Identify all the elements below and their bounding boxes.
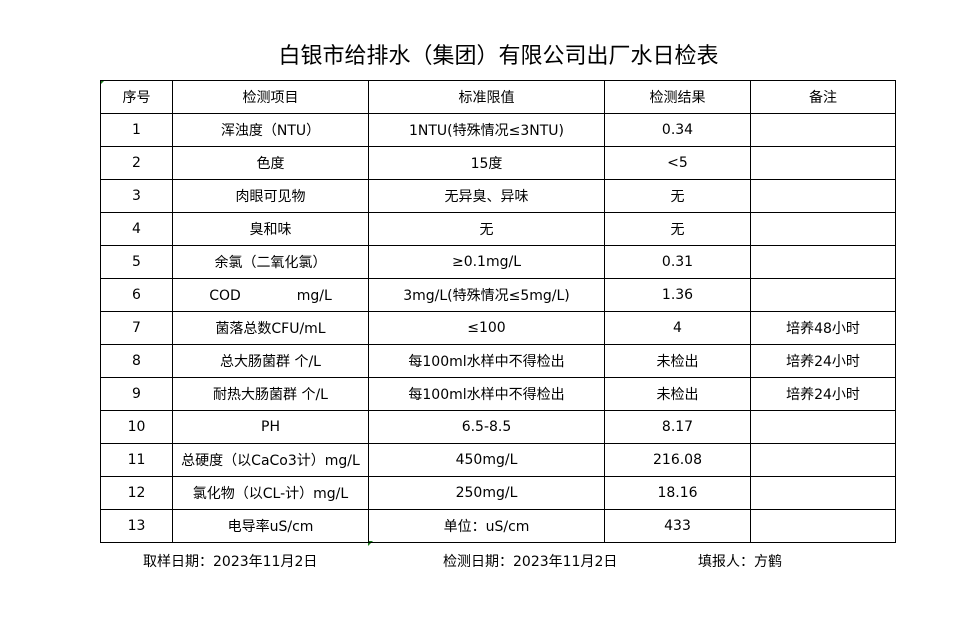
table-cell[interactable]: 5 [100, 245, 173, 279]
table-cell[interactable]: 色度 [172, 146, 369, 180]
table-cell[interactable] [750, 278, 896, 312]
table-cell[interactable]: 2 [100, 146, 173, 180]
header-cell[interactable]: 序号 [100, 80, 173, 114]
table-cell[interactable]: 0.31 [604, 245, 751, 279]
header-cell[interactable]: 备注 [750, 80, 896, 114]
table-cell[interactable]: 浑浊度（NTU） [172, 113, 369, 147]
table-cell[interactable] [750, 509, 896, 543]
table-cell[interactable]: 1NTU(特殊情况≤3NTU) [368, 113, 605, 147]
cell-marker [368, 541, 373, 546]
table-cell[interactable]: 433 [604, 509, 751, 543]
header-cell[interactable]: 标准限值 [368, 80, 605, 114]
reporter: 填报人：方鹤 [698, 554, 782, 570]
table-row: 9 耐热大肠菌群 个/L 每100ml水样中不得检出 未检出 培养24小时 [100, 377, 896, 411]
table-cell[interactable] [750, 476, 896, 510]
inspection-table: 序号 检测项目 标准限值 检测结果 备注 1 浑浊度（NTU） 1NTU(特殊情况≤… [100, 80, 896, 543]
table-cell[interactable] [750, 212, 896, 246]
table-cell[interactable] [750, 113, 896, 147]
table-cell[interactable]: 未检出 [604, 377, 751, 411]
table-cell[interactable]: COD mg/L [172, 278, 369, 312]
table-cell[interactable]: 无 [604, 212, 751, 246]
table-cell[interactable]: 3 [100, 179, 173, 213]
table-cell[interactable] [750, 179, 896, 213]
table-cell[interactable]: 总大肠菌群 个/L [172, 344, 369, 378]
table-row: 12 氯化物（以CL-计）mg/L 250mg/L 18.16 [100, 476, 896, 510]
table-cell[interactable]: 氯化物（以CL-计）mg/L [172, 476, 369, 510]
table-cell[interactable]: 余氯（二氧化氯） [172, 245, 369, 279]
table-cell[interactable]: 18.16 [604, 476, 751, 510]
header-cell[interactable]: 检测结果 [604, 80, 751, 114]
table-row: 8 总大肠菌群 个/L 每100ml水样中不得检出 未检出 培养24小时 [100, 344, 896, 378]
table-cell[interactable]: PH [172, 410, 369, 444]
header-cell[interactable]: 检测项目 [172, 80, 369, 114]
table-cell[interactable]: 培养24小时 [750, 344, 896, 378]
table-cell[interactable]: 9 [100, 377, 173, 411]
table-cell[interactable]: 216.08 [604, 443, 751, 477]
test-date: 检测日期：2023年11月2日 [443, 554, 618, 570]
table-cell[interactable]: ≤100 [368, 311, 605, 345]
table-cell[interactable]: 单位：uS/cm [368, 509, 605, 543]
table-cell[interactable]: 3mg/L(特殊情况≤5mg/L) [368, 278, 605, 312]
table-cell[interactable] [750, 146, 896, 180]
table-row: 13 电导率uS/cm 单位：uS/cm 433 [100, 509, 896, 543]
table-cell[interactable]: 每100ml水样中不得检出 [368, 377, 605, 411]
table-cell[interactable]: 肉眼可见物 [172, 179, 369, 213]
table-cell[interactable]: 培养24小时 [750, 377, 896, 411]
table-row: 10 PH 6.5-8.5 8.17 [100, 410, 896, 444]
table-cell[interactable]: 菌落总数CFU/mL [172, 311, 369, 345]
table-cell[interactable]: 1 [100, 113, 173, 147]
table-cell[interactable]: 耐热大肠菌群 个/L [172, 377, 369, 411]
table-row: 2 色度 15度 <5 [100, 146, 896, 180]
table-cell[interactable]: 4 [100, 212, 173, 246]
table-cell[interactable] [750, 245, 896, 279]
page-title: 白银市给排水（集团）有限公司出厂水日检表 [278, 44, 719, 69]
table-cell[interactable]: 臭和味 [172, 212, 369, 246]
table-cell[interactable]: 无 [604, 179, 751, 213]
table-cell[interactable]: 250mg/L [368, 476, 605, 510]
table-cell[interactable]: 总硬度（以CaCo3计）mg/L [172, 443, 369, 477]
table-cell[interactable]: 无 [368, 212, 605, 246]
sampling-date: 取样日期：2023年11月2日 [143, 554, 318, 570]
table-cell[interactable]: 未检出 [604, 344, 751, 378]
table-cell[interactable] [750, 443, 896, 477]
table-cell[interactable]: ≥0.1mg/L [368, 245, 605, 279]
table-cell[interactable]: 12 [100, 476, 173, 510]
table-row: 3 肉眼可见物 无异臭、异味无 [100, 179, 896, 213]
table-row: 11 总硬度（以CaCo3计）mg/L 450mg/L 216.08 [100, 443, 896, 477]
table-cell[interactable]: 电导率uS/cm [172, 509, 369, 543]
table-cell[interactable] [750, 410, 896, 444]
table-cell[interactable]: 1.36 [604, 278, 751, 312]
table-cell[interactable]: 每100ml水样中不得检出 [368, 344, 605, 378]
table-row: 1 浑浊度（NTU） 1NTU(特殊情况≤3NTU) 0.34 [100, 113, 896, 147]
table-cell[interactable]: <5 [604, 146, 751, 180]
table-cell[interactable]: 6.5-8.5 [368, 410, 605, 444]
table-row: 7 菌落总数CFU/mL ≤100 4 培养48小时 [100, 311, 896, 345]
table-cell[interactable]: 0.34 [604, 113, 751, 147]
table-cell[interactable]: 4 [604, 311, 751, 345]
table-cell[interactable]: 15度 [368, 146, 605, 180]
table-cell[interactable]: 13 [100, 509, 173, 543]
table-cell[interactable]: 8.17 [604, 410, 751, 444]
table-cell[interactable]: 11 [100, 443, 173, 477]
table-cell[interactable]: 7 [100, 311, 173, 345]
table-cell[interactable]: 8 [100, 344, 173, 378]
table-cell[interactable]: 无异臭、异味 [368, 179, 605, 213]
table-cell[interactable]: 450mg/L [368, 443, 605, 477]
header-row: 序号 检测项目 标准限值 检测结果 备注 [100, 80, 896, 114]
table-cell[interactable]: 10 [100, 410, 173, 444]
table-row: 5 余氯（二氧化氯） ≥0.1mg/L 0.31 [100, 245, 896, 279]
table-row: 4 臭和味无无 [100, 212, 896, 246]
table-cell[interactable]: 6 [100, 278, 173, 312]
table-row: 6 COD mg/L 3mg/L(特殊情况≤5mg/L) 1.36 [100, 278, 896, 312]
table-cell[interactable]: 培养48小时 [750, 311, 896, 345]
